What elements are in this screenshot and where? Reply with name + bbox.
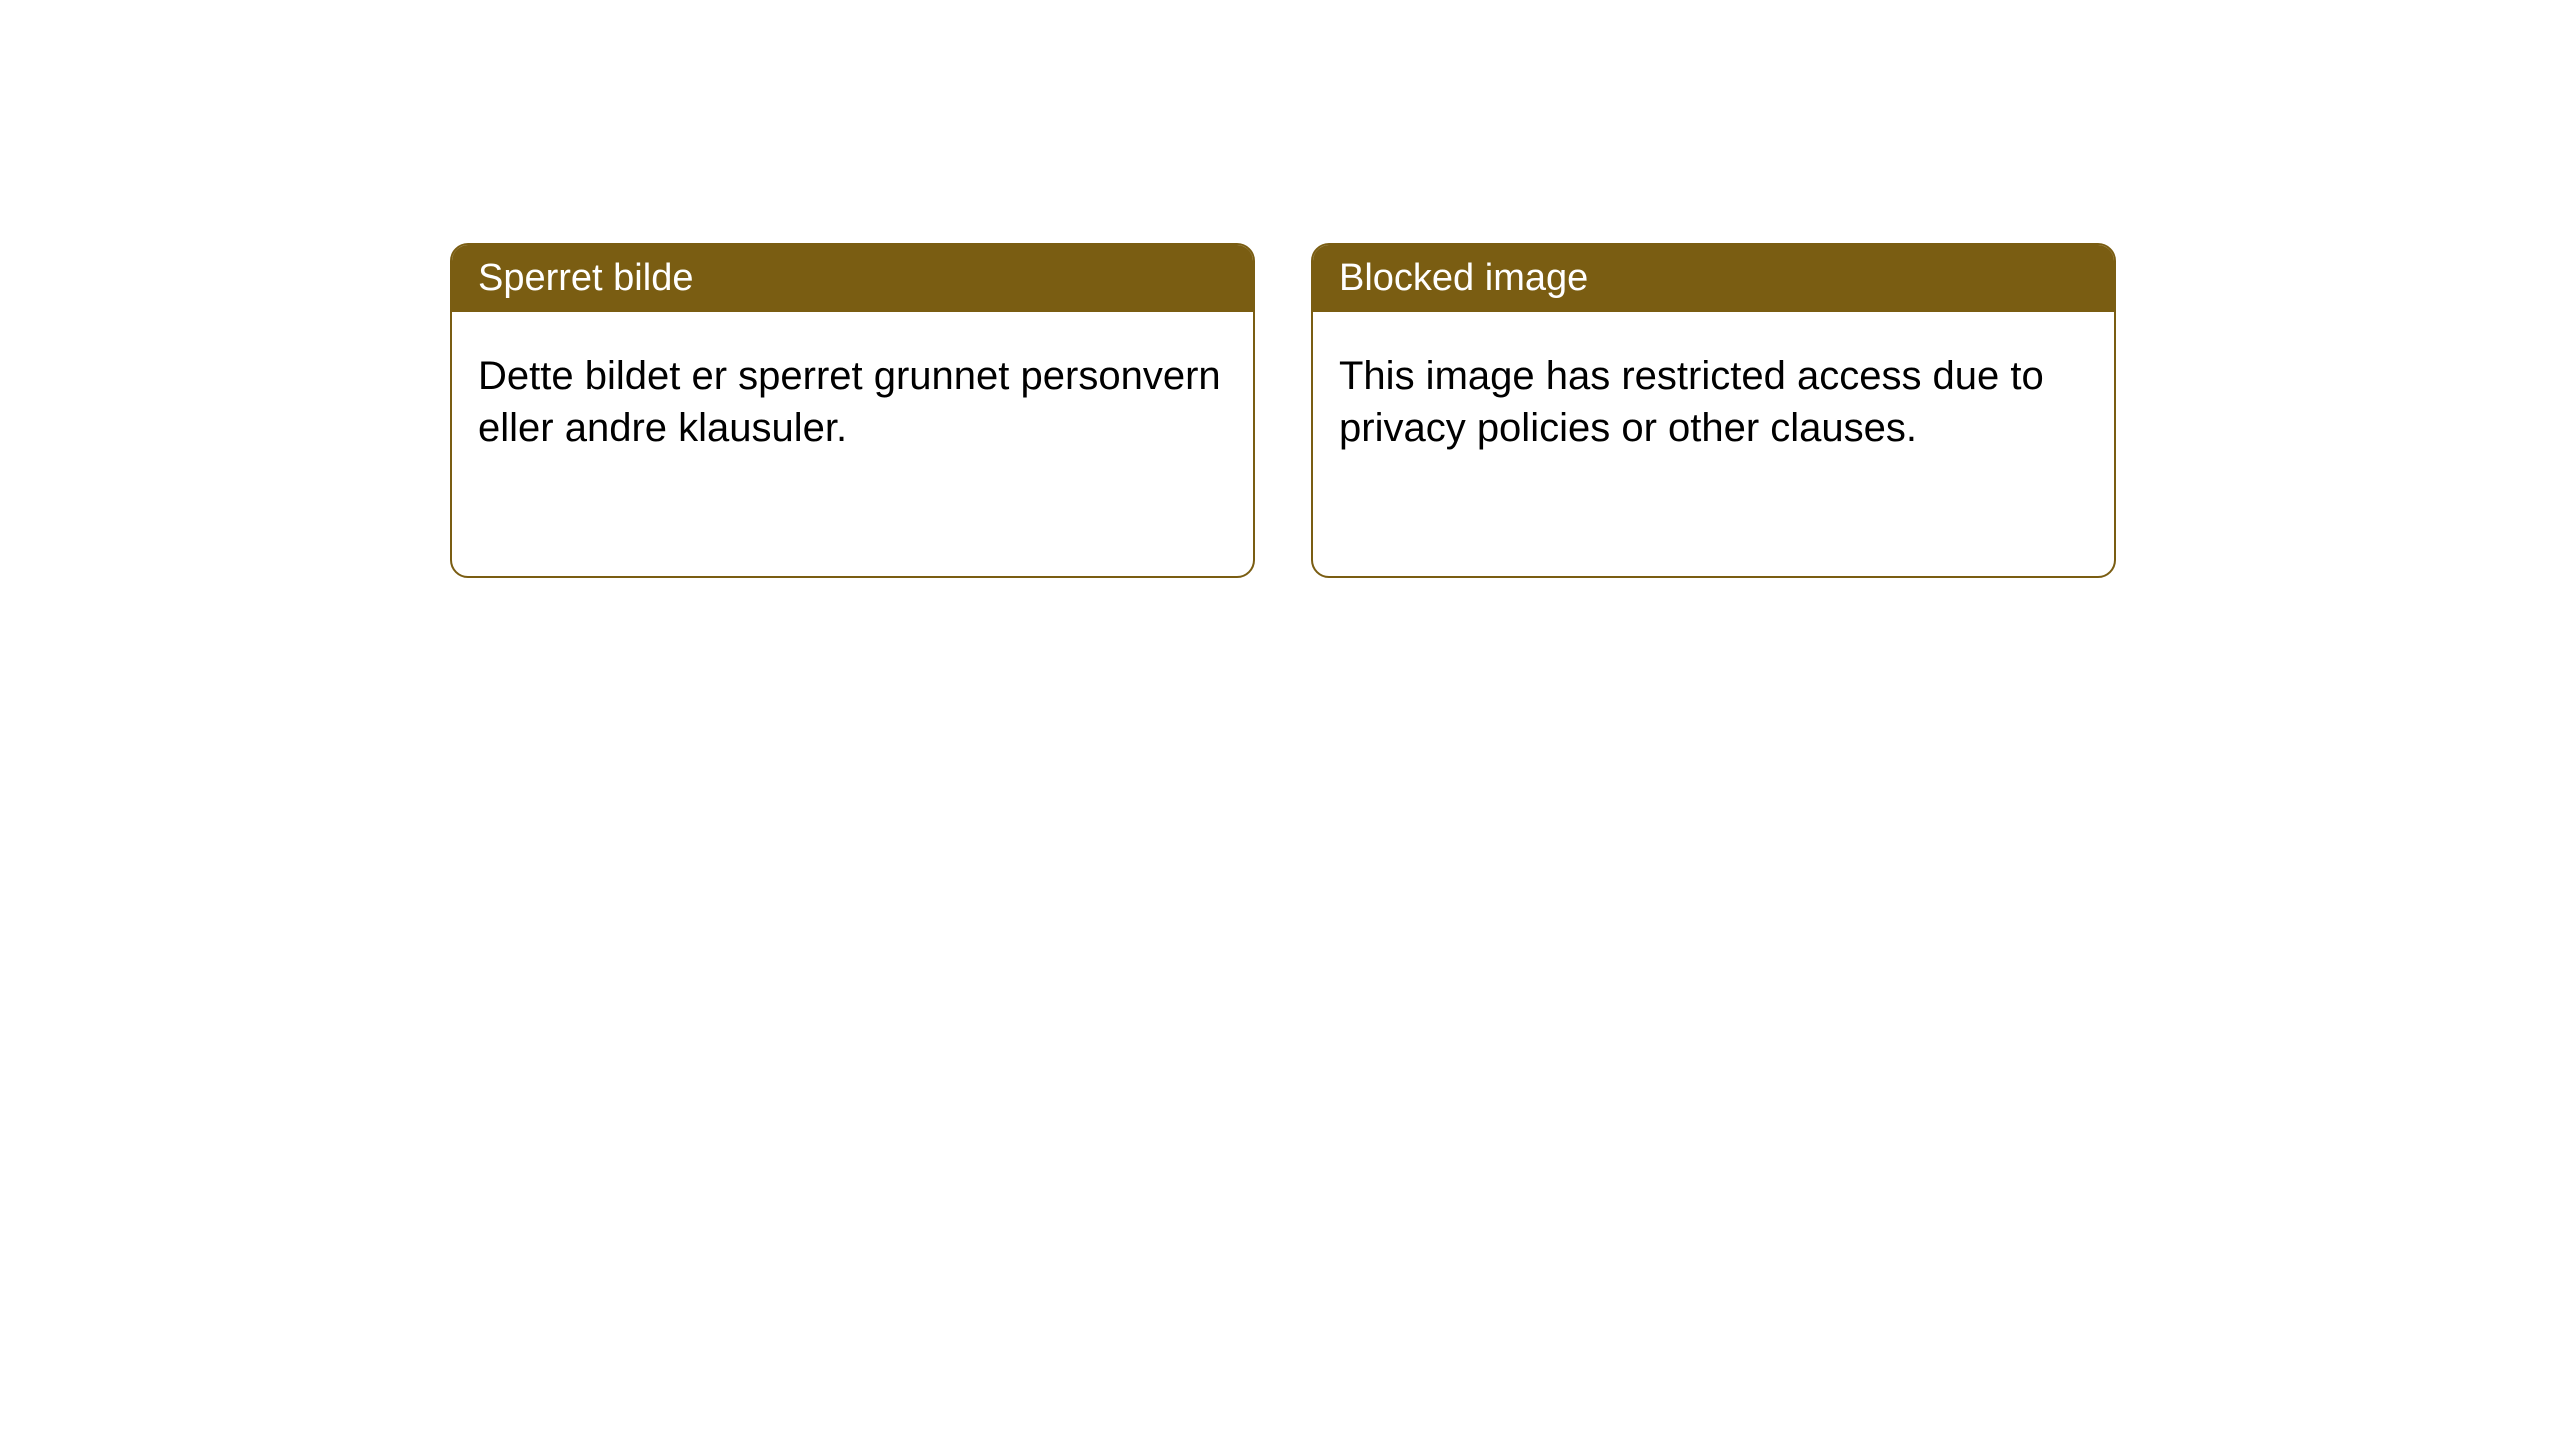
card-body: Dette bildet er sperret grunnet personve… — [452, 312, 1253, 492]
card-header: Blocked image — [1313, 245, 2114, 312]
card-title: Sperret bilde — [478, 257, 693, 299]
card-body-text: Dette bildet er sperret grunnet personve… — [478, 354, 1221, 450]
notice-card-english: Blocked image This image has restricted … — [1311, 243, 2116, 578]
notice-card-norwegian: Sperret bilde Dette bildet er sperret gr… — [450, 243, 1255, 578]
card-title: Blocked image — [1339, 257, 1588, 299]
card-body: This image has restricted access due to … — [1313, 312, 2114, 492]
card-header: Sperret bilde — [452, 245, 1253, 312]
notice-cards-container: Sperret bilde Dette bildet er sperret gr… — [450, 243, 2116, 578]
card-body-text: This image has restricted access due to … — [1339, 354, 2044, 450]
